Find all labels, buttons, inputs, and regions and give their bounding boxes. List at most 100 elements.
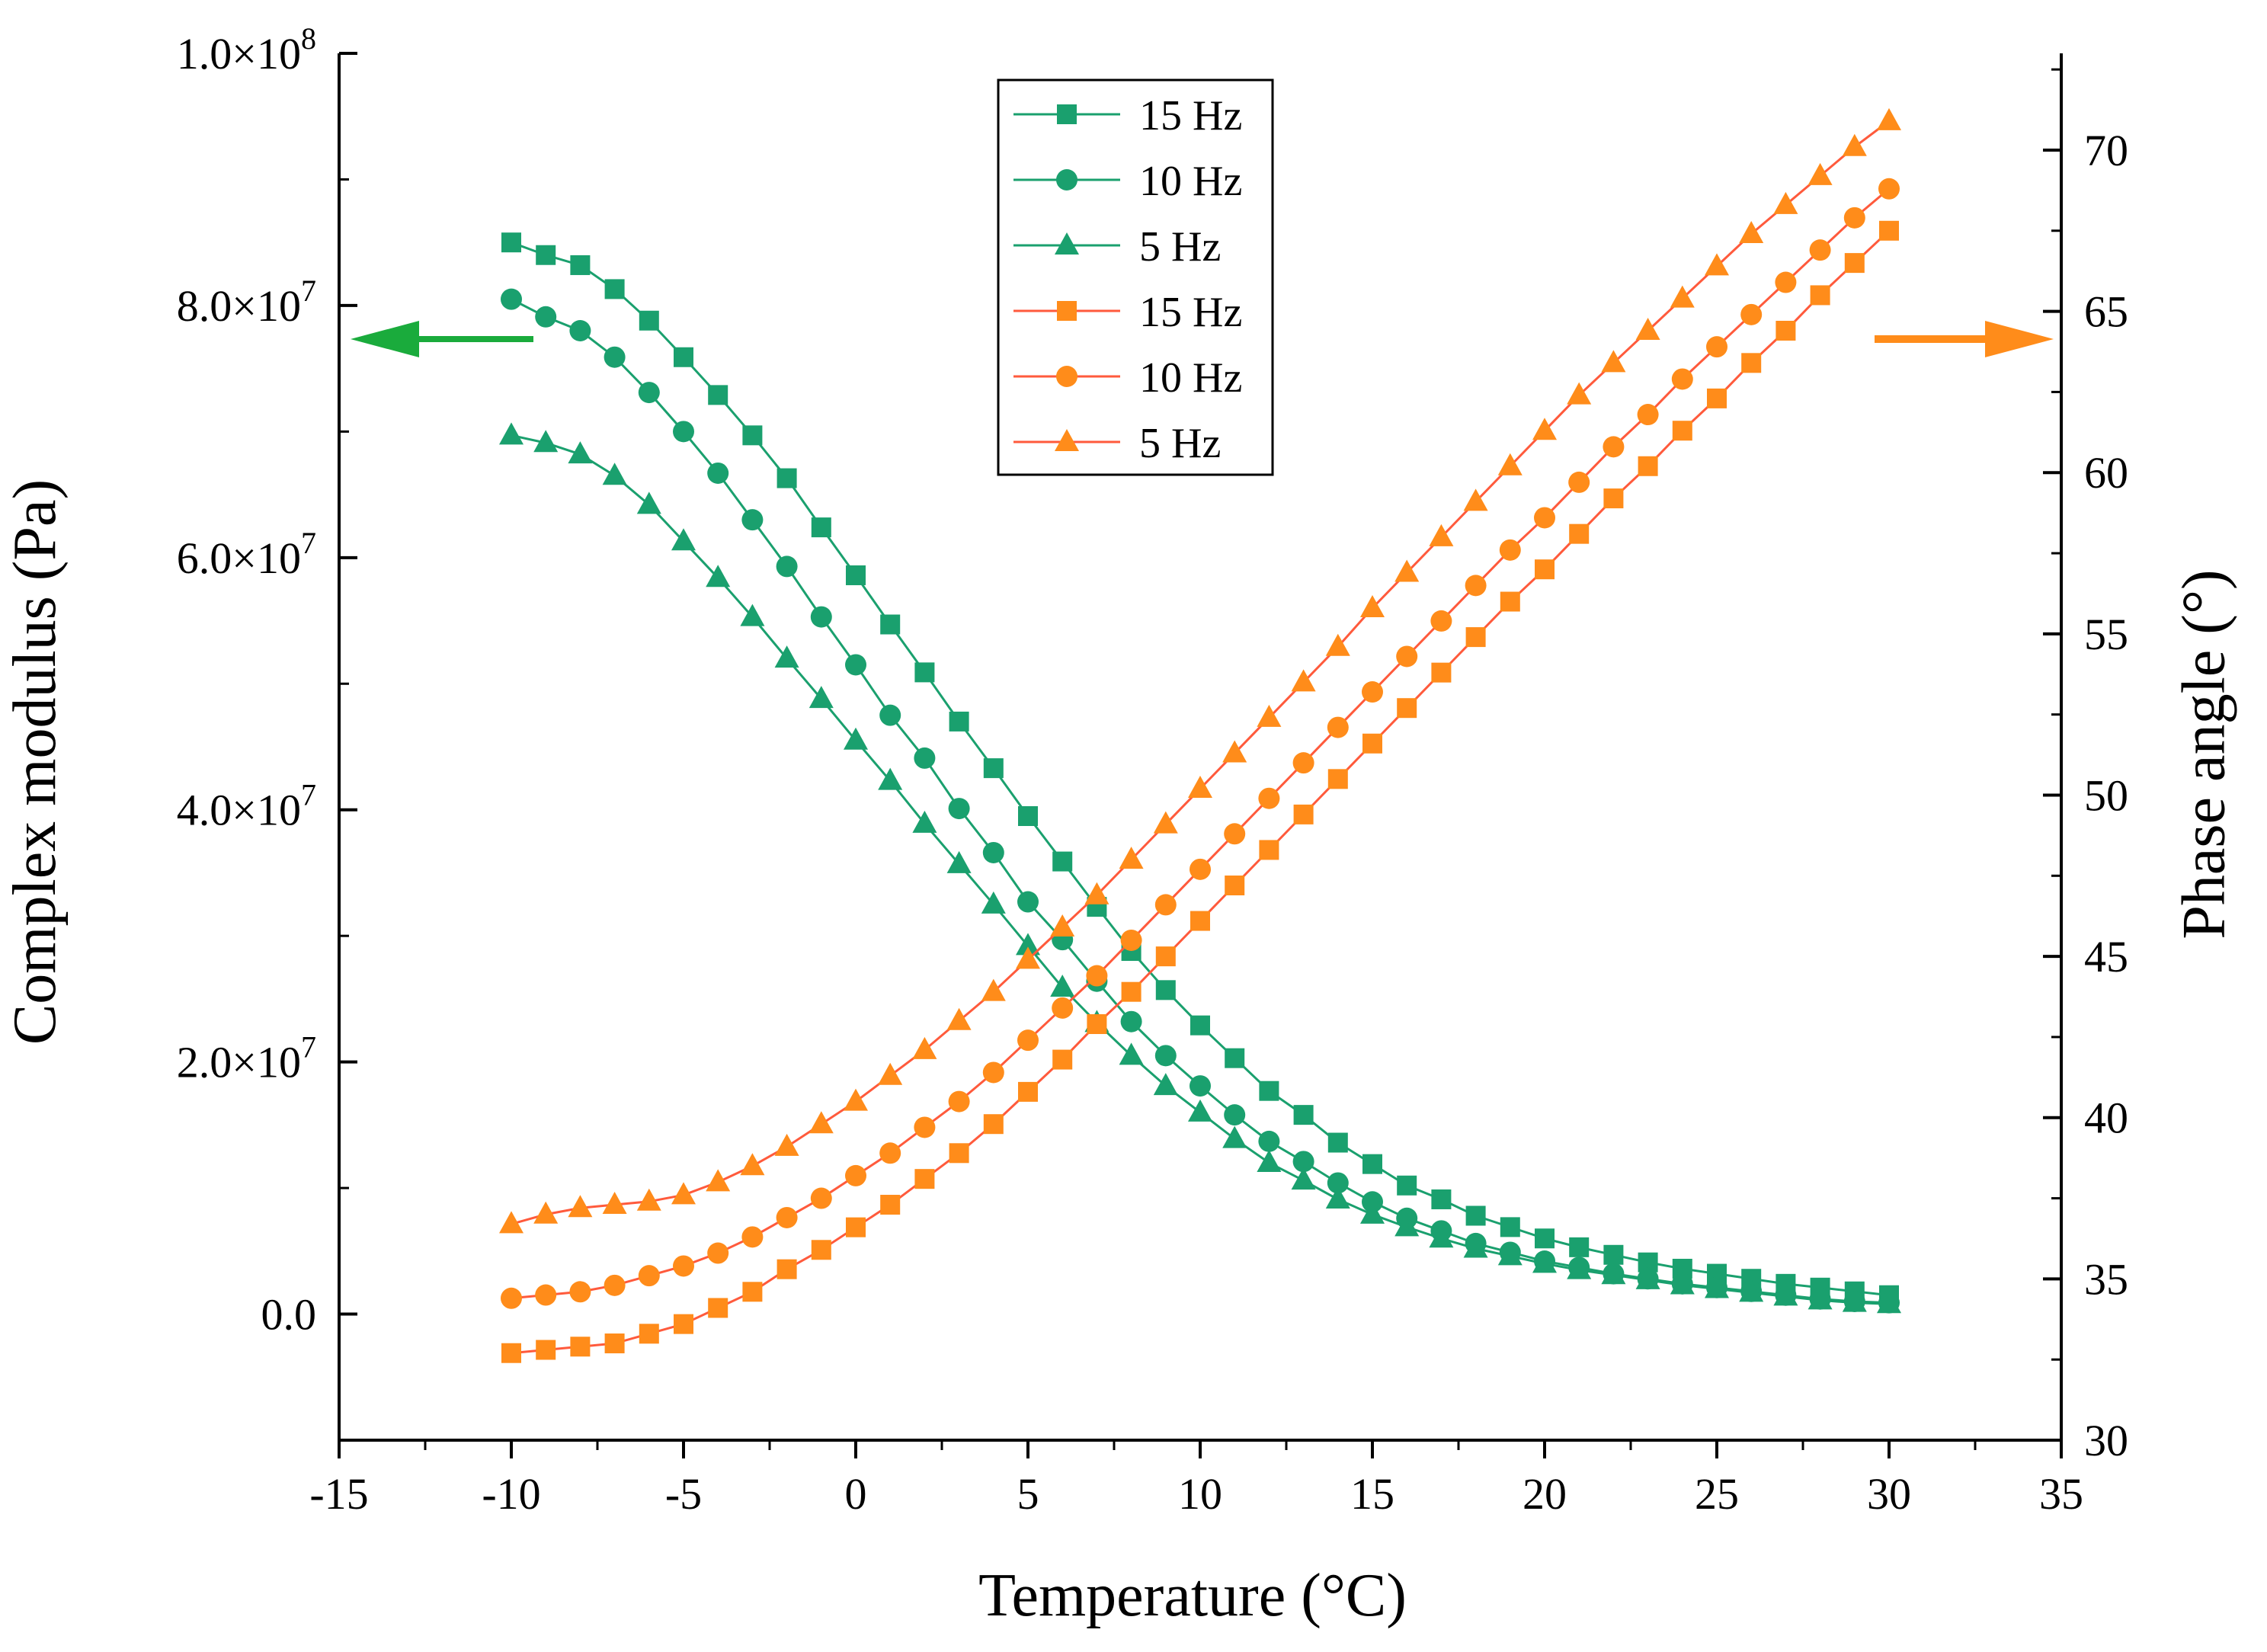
data-point bbox=[499, 1211, 524, 1234]
data-point bbox=[1670, 285, 1695, 308]
data-point bbox=[949, 711, 969, 732]
data-point bbox=[1500, 1217, 1520, 1237]
data-point bbox=[1050, 914, 1075, 937]
data-point bbox=[536, 1340, 556, 1360]
data-point bbox=[1017, 891, 1039, 913]
data-point bbox=[1879, 220, 1899, 241]
data-point bbox=[1842, 1289, 1867, 1312]
data-point bbox=[1569, 523, 1590, 544]
data-point bbox=[810, 1187, 832, 1209]
data-point bbox=[1842, 133, 1867, 156]
data-point bbox=[569, 320, 591, 341]
data-point bbox=[983, 1114, 1004, 1135]
data-point bbox=[1844, 253, 1865, 274]
data-point bbox=[1222, 1125, 1247, 1148]
data-point bbox=[776, 555, 798, 578]
data-point bbox=[1016, 933, 1040, 956]
data-point bbox=[1775, 321, 1796, 341]
data-point bbox=[1671, 368, 1693, 390]
data-point bbox=[981, 978, 1006, 1001]
data-point bbox=[1465, 627, 1486, 648]
legend-marker bbox=[1056, 169, 1077, 190]
data-point bbox=[1635, 1266, 1660, 1289]
data-point bbox=[708, 1298, 728, 1318]
data-point bbox=[636, 491, 661, 514]
data-point bbox=[1635, 318, 1660, 340]
data-point bbox=[1397, 698, 1417, 719]
legend-item: 10 Hz bbox=[1013, 354, 1242, 402]
data-point bbox=[1259, 1081, 1279, 1101]
data-point bbox=[1773, 191, 1798, 214]
x-tick-label: 25 bbox=[1695, 1469, 1739, 1519]
data-point bbox=[568, 441, 593, 464]
data-point bbox=[671, 528, 696, 551]
data-point bbox=[1153, 1073, 1178, 1096]
data-point bbox=[982, 841, 1004, 863]
data-point bbox=[1535, 1228, 1555, 1249]
y-right-tick-label: 60 bbox=[2084, 448, 2128, 498]
data-point bbox=[501, 232, 521, 253]
data-point bbox=[1291, 669, 1316, 692]
data-point bbox=[1291, 1167, 1316, 1190]
data-point bbox=[1497, 453, 1523, 475]
y-right-tick-label: 65 bbox=[2084, 287, 2128, 337]
y-left-tick-label: 6.0×107 bbox=[177, 526, 316, 583]
y-right-tick-label: 45 bbox=[2084, 932, 2128, 981]
data-point bbox=[1154, 894, 1177, 916]
data-point bbox=[1773, 1283, 1798, 1306]
data-point bbox=[1084, 882, 1109, 904]
data-point bbox=[673, 421, 694, 443]
data-point bbox=[774, 645, 799, 668]
data-point bbox=[948, 1090, 970, 1113]
y-right-tick-label: 55 bbox=[2084, 610, 2128, 659]
data-point bbox=[774, 1133, 799, 1156]
data-point bbox=[740, 1153, 765, 1176]
x-tick-label: 30 bbox=[1867, 1469, 1911, 1519]
legend-marker bbox=[1056, 366, 1077, 387]
data-point bbox=[1222, 740, 1247, 763]
y-left-tick-label: 4.0×107 bbox=[177, 778, 316, 835]
data-point bbox=[1327, 769, 1348, 789]
data-point bbox=[1360, 1201, 1385, 1224]
data-point bbox=[602, 1192, 627, 1215]
legend-label: 5 Hz bbox=[1139, 420, 1221, 467]
data-point bbox=[742, 425, 763, 446]
x-tick-label: 5 bbox=[1017, 1469, 1039, 1519]
data-point bbox=[845, 1164, 866, 1186]
y-left-tick-label: 2.0×107 bbox=[177, 1030, 316, 1087]
legend-item: 5 Hz bbox=[1013, 420, 1221, 467]
x-tick-label: -15 bbox=[309, 1469, 368, 1519]
data-point bbox=[914, 662, 935, 683]
legend-label: 10 Hz bbox=[1139, 158, 1242, 205]
legend-label: 10 Hz bbox=[1139, 354, 1242, 402]
legend-marker bbox=[1055, 232, 1079, 255]
data-point bbox=[880, 1195, 901, 1215]
data-point bbox=[1258, 787, 1280, 809]
data-point bbox=[1190, 911, 1210, 931]
data-point bbox=[535, 306, 557, 328]
data-point bbox=[639, 1324, 659, 1344]
data-point bbox=[1362, 733, 1382, 754]
data-point bbox=[501, 288, 522, 310]
data-point bbox=[1463, 1235, 1488, 1258]
data-point bbox=[1775, 271, 1797, 293]
data-point bbox=[1603, 1244, 1624, 1265]
data-point bbox=[1258, 1130, 1280, 1152]
data-point bbox=[1532, 1250, 1557, 1273]
data-point bbox=[1325, 1186, 1350, 1209]
data-point bbox=[1155, 980, 1176, 1000]
data-point bbox=[1601, 350, 1626, 373]
data-point bbox=[1225, 876, 1245, 895]
data-point bbox=[604, 279, 625, 299]
data-point bbox=[845, 654, 866, 676]
data-point bbox=[982, 1061, 1004, 1084]
data-point bbox=[1601, 1262, 1626, 1285]
data-point bbox=[1670, 1272, 1695, 1295]
data-point bbox=[1567, 1257, 1592, 1279]
legend-item: 10 Hz bbox=[1013, 158, 1242, 205]
x-tick-label: -10 bbox=[482, 1469, 540, 1519]
x-tick-label: -5 bbox=[665, 1469, 702, 1519]
data-point bbox=[1808, 162, 1833, 185]
data-point bbox=[742, 1282, 763, 1302]
data-point bbox=[636, 1188, 661, 1211]
